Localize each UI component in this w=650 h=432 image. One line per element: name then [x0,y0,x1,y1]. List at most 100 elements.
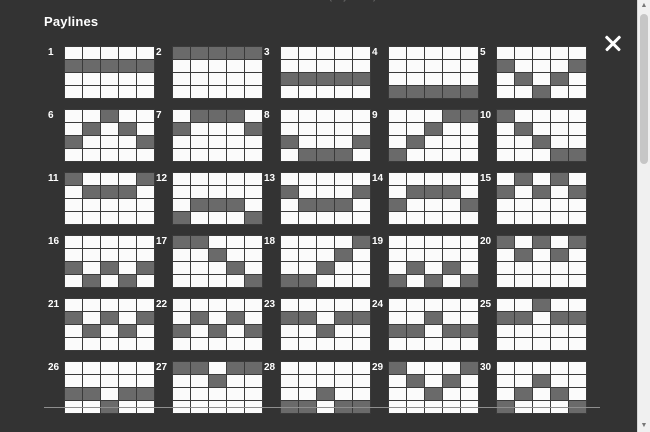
payline-cell-inactive [245,338,262,350]
payline-number: 20 [480,236,492,247]
payline-cell-inactive [335,262,352,274]
payline-cell-inactive [353,199,370,211]
payline-cell-inactive [569,123,586,135]
payline-cell-inactive [425,299,442,311]
payline-cell-inactive [137,338,154,350]
chevron-down-icon[interactable]: ▼ [640,422,648,429]
payline-cell-inactive [299,123,316,135]
close-icon[interactable] [602,32,624,54]
payline-cell-active [299,312,316,324]
payline-cell-inactive [245,173,262,185]
payline-cell-active [407,186,424,198]
payline-cell-active [551,249,568,261]
payline-cell-inactive [137,73,154,85]
payline-cell-inactive [173,199,190,211]
payline-cell-active [227,199,244,211]
payline-cell-inactive [191,275,208,287]
payline-cell-active [173,362,190,374]
payline-cell-inactive [317,362,334,374]
payline-cell-inactive [191,388,208,400]
payline-cell-inactive [137,325,154,337]
payline-cell-inactive [515,325,532,337]
payline-cell-active [65,312,82,324]
payline-cell-inactive [533,362,550,374]
payline-cell-inactive [461,186,478,198]
payline-cell-active [119,325,136,337]
payline-cell-inactive [353,299,370,311]
payline-cell-inactive [65,236,82,248]
payline-cell-inactive [353,149,370,161]
payline-cell-inactive [245,110,262,122]
payline-cell-active [443,86,460,98]
payline-cell-inactive [389,312,406,324]
payline-cell-active [83,60,100,72]
payline-cell-inactive [353,275,370,287]
payline-cell-inactive [299,186,316,198]
payline-cell-active [461,362,478,374]
payline-cell-active [245,212,262,224]
payline-cell-inactive [497,199,514,211]
payline-cell-inactive [119,86,136,98]
payline-cell-inactive [533,325,550,337]
payline-grid [172,109,263,162]
payline-cell-inactive [83,375,100,387]
payline-cell-inactive [533,275,550,287]
payline-cell-inactive [299,249,316,261]
payline-cell-inactive [317,136,334,148]
payline-cell-inactive [515,299,532,311]
payline-cell-active [137,262,154,274]
payline-cell-inactive [101,362,118,374]
payline-cell-inactive [497,86,514,98]
payline-cell-inactive [119,299,136,311]
payline-cell-active [65,173,82,185]
payline-cell-active [65,388,82,400]
payline-grid [388,172,479,225]
payline-cell-inactive [389,249,406,261]
payline-cell-inactive [497,249,514,261]
payline-cell-inactive [407,338,424,350]
page-scrollbar[interactable]: ▲ ▼ [637,0,650,432]
payline-cell-inactive [335,60,352,72]
payline-cell-inactive [443,362,460,374]
payline-cell-inactive [83,299,100,311]
payline-cell-inactive [515,236,532,248]
payline-cell-active [443,110,460,122]
payline-cell-inactive [191,262,208,274]
payline-number: 17 [156,236,168,247]
scrollbar-thumb[interactable] [640,14,648,164]
payline-cell-inactive [353,375,370,387]
payline-number: 30 [480,362,492,373]
payline-item-28: 28 [264,361,372,414]
payline-cell-inactive [173,60,190,72]
payline-number: 7 [156,110,162,121]
payline-cell-active [83,123,100,135]
payline-cell-inactive [443,47,460,59]
payline-cell-inactive [65,375,82,387]
payline-cell-active [461,325,478,337]
payline-cell-inactive [443,299,460,311]
payline-cell-active [101,60,118,72]
payline-cell-inactive [497,136,514,148]
payline-cell-inactive [227,149,244,161]
payline-cell-inactive [245,388,262,400]
payline-cell-inactive [191,338,208,350]
payline-item-21: 21 [48,298,156,351]
payline-cell-inactive [461,388,478,400]
payline-cell-inactive [317,173,334,185]
payline-cell-inactive [317,186,334,198]
payline-number: 18 [264,236,276,247]
payline-cell-inactive [173,275,190,287]
payline-cell-inactive [209,312,226,324]
payline-cell-inactive [497,262,514,274]
payline-cell-inactive [497,388,514,400]
payline-cell-inactive [101,249,118,261]
payline-cell-inactive [443,149,460,161]
payline-cell-active [137,312,154,324]
payline-cell-active [497,236,514,248]
chevron-up-icon[interactable]: ▲ [640,2,648,9]
payline-cell-inactive [137,362,154,374]
payline-cell-inactive [137,299,154,311]
payline-cell-inactive [569,275,586,287]
payline-cell-inactive [173,186,190,198]
